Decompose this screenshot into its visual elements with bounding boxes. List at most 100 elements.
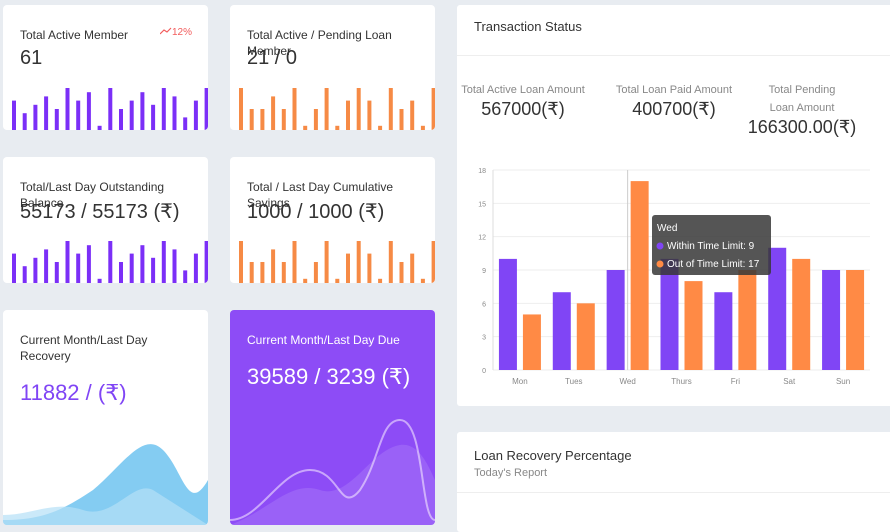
tooltip	[652, 215, 771, 275]
spark-bar	[378, 278, 383, 283]
panel-title: Loan Recovery Percentage	[474, 448, 632, 463]
spark-bar	[292, 241, 297, 283]
panel-subtitle: Today's Report	[474, 467, 548, 479]
bar	[660, 258, 679, 370]
spark-bar	[97, 278, 102, 283]
card: Total Active Member 61 12%	[3, 5, 208, 130]
tooltip-title: Wed	[657, 223, 677, 234]
wave	[3, 444, 208, 525]
card-value: 21 / 0	[247, 47, 298, 69]
spark-bar	[313, 262, 318, 283]
spark-bar	[54, 262, 59, 283]
stat-label: Total Pending Loan Amount	[768, 84, 836, 114]
chart: 0 3 6 9 12 15 18 Mon Tues Wed Thurs Fri Sat Sun Wed Wit…	[478, 168, 870, 386]
divider	[457, 492, 890, 493]
bar	[552, 292, 571, 370]
card-value: 11882 / (₹)	[20, 380, 127, 405]
spark-bar	[44, 96, 49, 130]
tooltip-swatch	[656, 242, 664, 250]
spark-bar	[431, 241, 435, 283]
x-tick-label: Wed	[619, 377, 635, 386]
spark-bar	[22, 266, 27, 283]
card: Total / Last Day Cumulative Savings 1000…	[230, 157, 435, 283]
spark-bar	[303, 278, 308, 283]
spark-bar	[410, 253, 415, 283]
spark-bar	[335, 278, 340, 283]
spark-bar	[172, 249, 177, 283]
spark-bar	[76, 253, 81, 283]
card-value: 61	[20, 47, 43, 69]
bar	[522, 314, 541, 370]
bar	[606, 270, 625, 370]
wave	[230, 418, 435, 525]
spark-bar	[335, 125, 340, 130]
badge-text: 12%	[171, 27, 192, 38]
spark-bar	[292, 88, 297, 130]
x-tick-label: Thurs	[671, 377, 691, 386]
bar	[846, 270, 865, 370]
bar	[822, 270, 841, 370]
bar	[714, 292, 733, 370]
stat-value: 400700(₹)	[632, 99, 716, 119]
spark-bar	[249, 262, 254, 283]
spark-bar	[161, 88, 166, 130]
spark-bar	[151, 257, 156, 283]
spark-bar	[367, 100, 372, 130]
bar	[738, 270, 757, 370]
page: Total Active Member 61 12% Total Active …	[3, 5, 890, 532]
card-title: Current Month/Last Day Recovery	[20, 333, 148, 363]
spark-bar	[271, 96, 276, 130]
spark-bar	[249, 109, 254, 130]
spark-bar	[151, 104, 156, 130]
spark-bar	[313, 109, 318, 130]
card-title: Total Active Member	[20, 28, 129, 42]
spark-bar	[324, 88, 329, 130]
spark-bar	[108, 88, 113, 130]
card-title: Total / Last Day Cumulative Savings	[247, 180, 394, 210]
stat-label: Total Loan Paid Amount	[615, 84, 733, 96]
spark-bar	[86, 92, 91, 130]
recovery-panel: Loan Recovery Percentage Today's Report	[457, 432, 890, 532]
card: Total/Last Day Outstanding Balance 55173…	[3, 157, 208, 283]
y-tick-label: 0	[482, 368, 486, 375]
bar	[684, 281, 703, 370]
x-tick-label: Fri	[731, 377, 741, 386]
spark-bar	[303, 125, 308, 130]
sparkline	[12, 241, 208, 283]
y-tick-label: 9	[482, 268, 486, 275]
card: Total Active / Pending Loan Member 21 / …	[230, 5, 435, 130]
spark-bar	[399, 262, 404, 283]
x-tick-label: Sun	[836, 377, 850, 386]
stat-label: Total Active Loan Amount	[461, 84, 585, 96]
spark-bar	[281, 262, 286, 283]
card: Current Month/Last Day Recovery 11882 / …	[3, 310, 208, 525]
y-tick-label: 12	[478, 235, 486, 242]
sparkline	[239, 241, 435, 283]
spark-bar	[140, 92, 145, 130]
spark-bar	[129, 253, 134, 283]
spark-bar	[388, 241, 393, 283]
spark-bar	[97, 125, 102, 130]
card-value: 1000 / 1000 (₹)	[247, 201, 385, 223]
spark-bar	[22, 113, 27, 130]
spark-bar	[129, 100, 134, 130]
card-value: 55173 / 55173 (₹)	[20, 201, 180, 223]
spark-bar	[119, 109, 123, 130]
spark-bar	[420, 125, 425, 130]
spark-bar	[183, 270, 188, 283]
x-tick-label: Mon	[512, 377, 528, 386]
card-title: Current Month/Last Day Due	[247, 333, 400, 347]
sparkline	[239, 88, 435, 130]
bar	[576, 303, 595, 370]
spark-bar	[378, 125, 383, 130]
y-tick-label: 6	[482, 301, 486, 308]
bar	[792, 258, 811, 370]
tooltip-line: Within Time Limit: 9	[667, 241, 755, 252]
card-title: Total Active / Pending Loan Member	[247, 28, 392, 58]
y-tick-label: 18	[478, 168, 486, 175]
spark-bar	[204, 241, 208, 283]
spark-bar	[420, 278, 425, 283]
x-tick-label: Tues	[565, 377, 583, 386]
spark-bar	[86, 245, 91, 283]
spark-bar	[388, 88, 393, 130]
